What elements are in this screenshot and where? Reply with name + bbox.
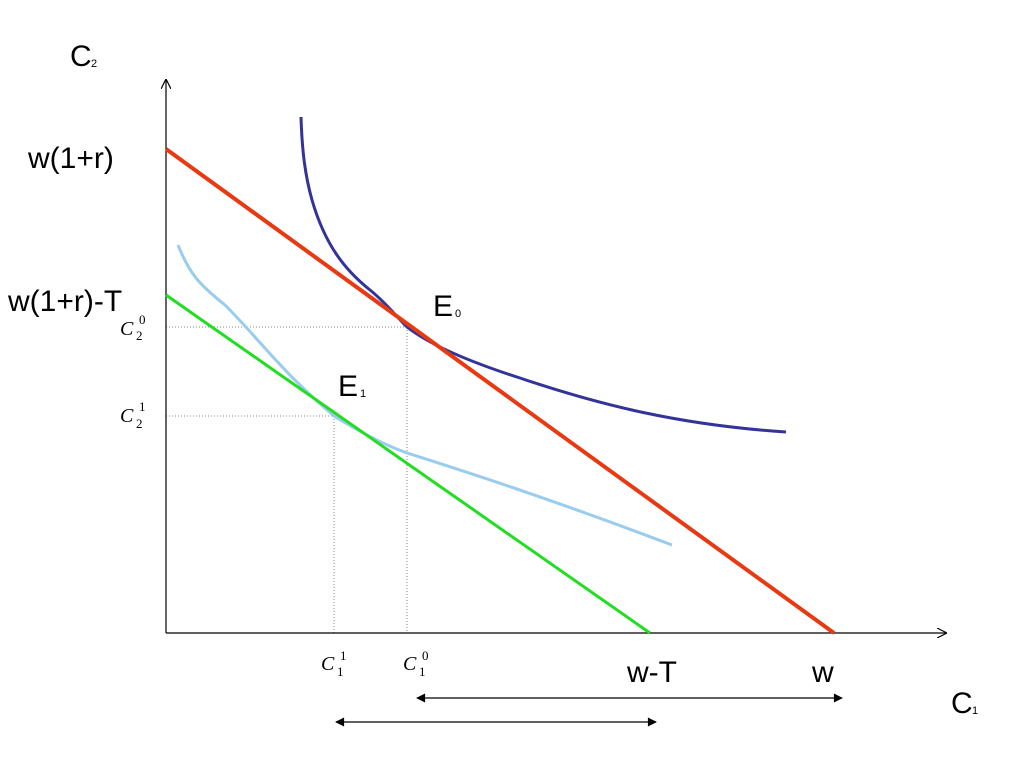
y-tick-c21-base: C bbox=[120, 405, 134, 427]
point-e1-label: E bbox=[338, 370, 358, 403]
x-axis-label-sub: 1 bbox=[972, 705, 978, 717]
y-tick-c21-sup: 1 bbox=[139, 399, 146, 414]
y-axis-label-sub: 2 bbox=[91, 58, 97, 70]
point-e1-sub: 1 bbox=[360, 388, 366, 400]
x-tick-c11-sub: 1 bbox=[337, 664, 344, 679]
x-tick-w-minus-t: w-T bbox=[626, 656, 677, 689]
x-tick-c11-base: C bbox=[321, 653, 335, 675]
y-tick-c20-sup: 0 bbox=[139, 312, 146, 327]
point-e0-label: E bbox=[433, 290, 453, 323]
indifference-curve-low bbox=[176, 244, 673, 547]
y-tick-c20-sub: 2 bbox=[136, 328, 143, 343]
point-e0-sub: 0 bbox=[455, 308, 461, 320]
x-axis-label: C bbox=[951, 687, 973, 720]
y-tick-c20-base: C bbox=[120, 318, 134, 340]
x-tick-w: w bbox=[811, 656, 834, 689]
x-tick-c10-sub: 1 bbox=[419, 664, 426, 679]
indifference-curve-high bbox=[299, 116, 787, 434]
y-tick-c21-sub: 2 bbox=[136, 416, 143, 431]
budget-line-taxed bbox=[165, 293, 651, 635]
x-tick-c10-sup: 0 bbox=[422, 648, 429, 663]
y-axis-label: C bbox=[70, 40, 92, 73]
x-tick-c10-base: C bbox=[403, 653, 417, 675]
y-tick-w1r: w(1+r) bbox=[27, 142, 114, 175]
budget-line-original bbox=[164, 147, 836, 635]
y-tick-w1r-minus-t: w(1+r)-T bbox=[7, 285, 122, 318]
x-tick-c11-sup: 1 bbox=[340, 648, 347, 663]
